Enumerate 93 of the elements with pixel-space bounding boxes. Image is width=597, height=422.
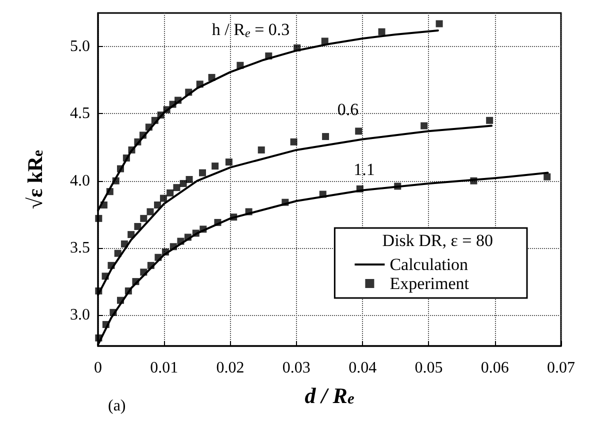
point: [355, 128, 362, 135]
x-tick-label: 0: [94, 360, 102, 376]
point: [154, 254, 162, 261]
point: [196, 80, 204, 88]
point: [322, 133, 330, 140]
point: [436, 20, 443, 28]
point: [145, 124, 152, 131]
point: [128, 231, 135, 238]
point: [184, 234, 192, 241]
point: [378, 28, 386, 36]
y-tick-label: 4.5: [70, 105, 90, 122]
text: (a): [108, 398, 126, 414]
legend-title: Disk DR, ε = 80: [382, 231, 494, 250]
point: [214, 218, 222, 226]
point: [200, 226, 207, 233]
point: [146, 208, 154, 216]
point: [356, 185, 364, 192]
point: [486, 116, 494, 124]
point: [208, 74, 216, 81]
point: [163, 106, 170, 114]
point: [199, 169, 206, 176]
point: [116, 165, 124, 172]
point: [177, 238, 184, 245]
annotation: 0.6: [337, 100, 359, 120]
point: [321, 38, 328, 45]
point: [140, 268, 148, 276]
point: [212, 162, 219, 170]
point: [140, 214, 148, 222]
point: [230, 214, 238, 221]
point: [102, 272, 109, 280]
point: [236, 62, 244, 69]
x-tick-label: 0.05: [414, 360, 443, 376]
point: [95, 287, 102, 294]
x-tick-label: 0.03: [282, 360, 310, 376]
point: [124, 287, 132, 294]
point: [95, 214, 102, 222]
point: [290, 138, 298, 146]
point: [470, 177, 478, 184]
legend-label: Experiment: [390, 274, 470, 293]
point: [134, 138, 142, 146]
point: [162, 248, 169, 256]
point: [134, 222, 142, 230]
point: [114, 250, 122, 257]
point: [122, 154, 130, 162]
point: [420, 122, 428, 130]
y-tick-label: 4.0: [70, 172, 90, 190]
point: [139, 132, 146, 139]
x-tick-label: 0.04: [348, 360, 377, 376]
point: [147, 262, 154, 269]
y-tick-label: 3.5: [70, 239, 90, 256]
point: [102, 321, 110, 328]
x-tick-label: 0.02: [216, 360, 244, 376]
point: [108, 262, 115, 269]
point: [170, 243, 177, 250]
point: [100, 202, 108, 209]
x-tick-label: 0.01: [150, 360, 178, 376]
point: [394, 182, 402, 190]
point: [186, 176, 193, 183]
point: [294, 44, 301, 52]
point: [282, 198, 289, 206]
point: [106, 188, 114, 196]
annotation: 1.1: [354, 160, 375, 180]
point: [151, 116, 158, 124]
point: [174, 96, 182, 104]
point: [154, 202, 162, 209]
point: [116, 296, 124, 304]
point: [173, 184, 180, 192]
point: [192, 230, 200, 237]
point: [245, 208, 252, 216]
y-tick-label: 3.0: [70, 306, 90, 324]
point: [319, 190, 326, 198]
point: [180, 180, 187, 188]
point: [185, 88, 192, 96]
x-tick-label: 0.06: [480, 360, 509, 376]
point: [110, 308, 117, 316]
point: [166, 189, 174, 196]
point: [225, 158, 232, 166]
point: [95, 334, 102, 342]
point: [112, 177, 120, 184]
point: [120, 240, 128, 248]
x-axis-title: d / Re: [304, 382, 354, 408]
x-tick-label: 0.07: [547, 360, 575, 376]
y-tick-label: 5.0: [70, 38, 90, 56]
point: [160, 194, 167, 202]
point: [169, 100, 176, 108]
y-axis-title: √ε kRe: [22, 149, 47, 210]
point: [128, 146, 136, 154]
legend-label: Calculation: [390, 255, 469, 274]
point: [258, 146, 265, 154]
point: [265, 52, 272, 60]
point: [157, 112, 164, 119]
point: [132, 278, 140, 286]
point: [544, 173, 551, 180]
